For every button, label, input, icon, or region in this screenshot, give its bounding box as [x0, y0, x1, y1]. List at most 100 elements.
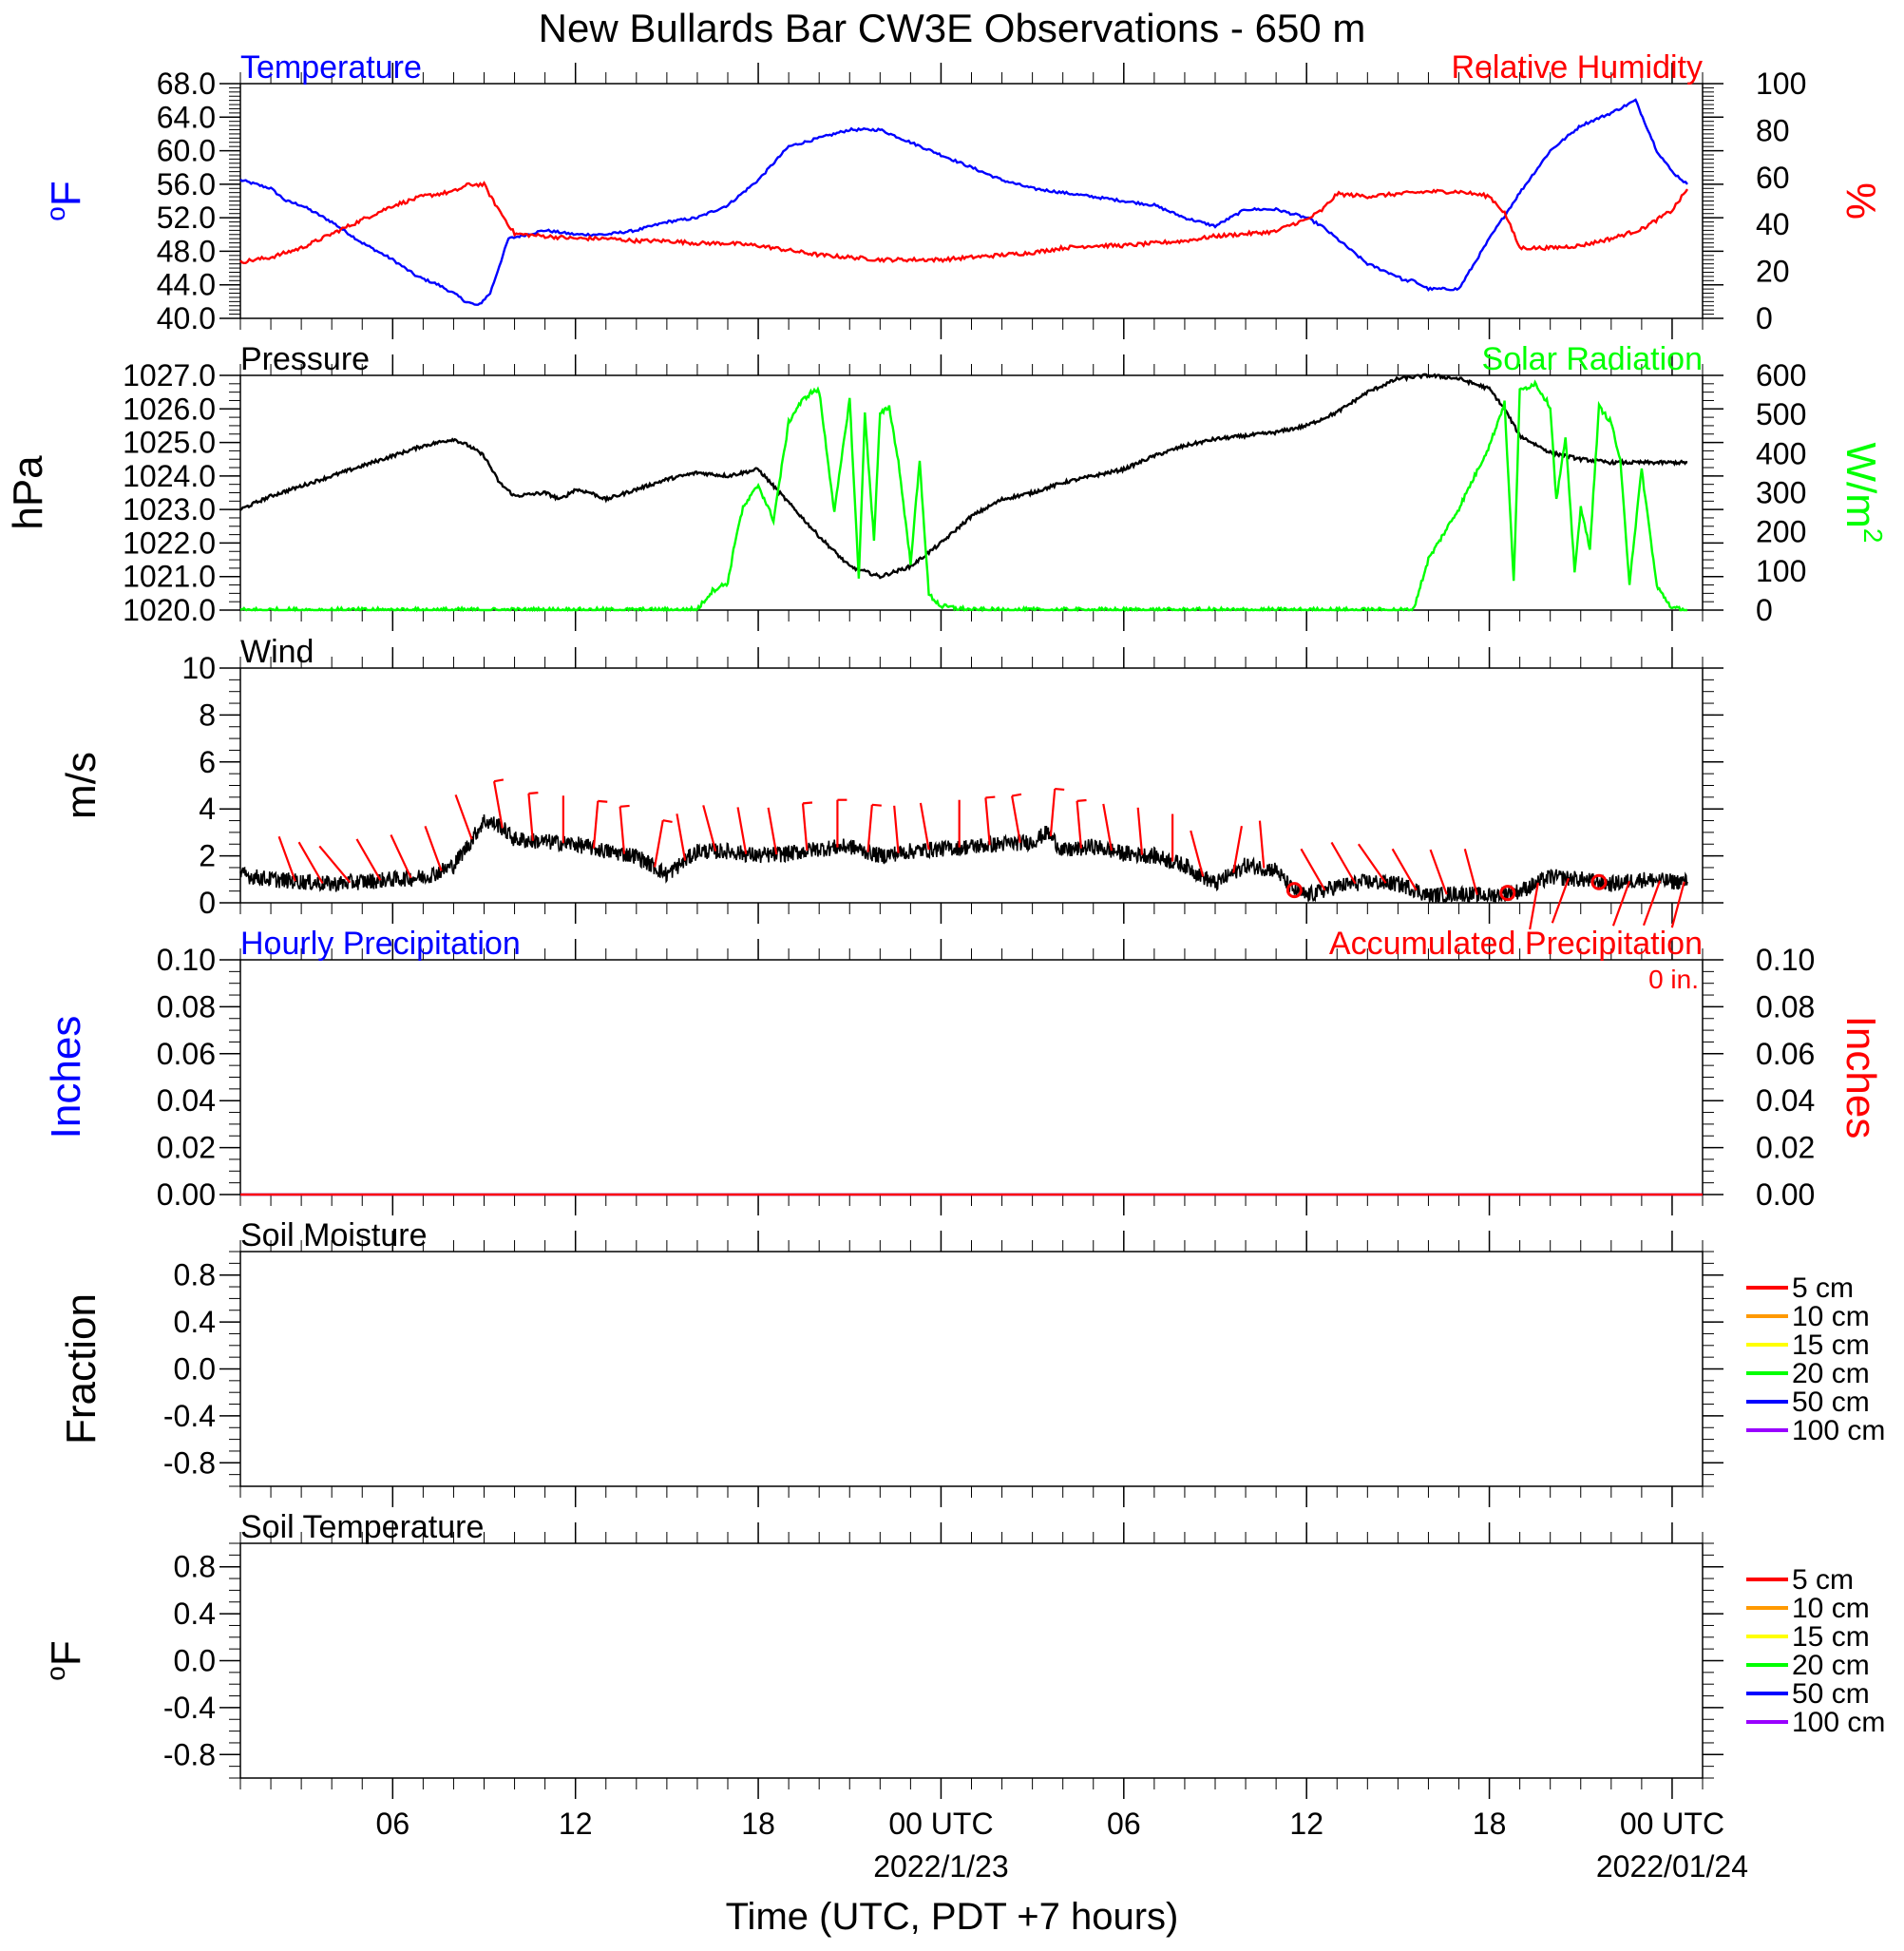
panel-precipitation: 0.00 0.02 0.04 0.06 0.08 0.10 0.00 0.02 0.04 0.06… — [43, 926, 1884, 1215]
wind-barb — [1076, 800, 1083, 849]
legend-label: 10 cm — [1792, 1301, 1870, 1332]
wind-barb — [1642, 880, 1662, 927]
panel-title-right: Solar Radiation — [1482, 341, 1703, 377]
wind-barb — [984, 797, 991, 846]
y-axis-label-right: W/m2 — [1837, 443, 1888, 544]
series-line-solar-radiation — [239, 379, 1687, 613]
y-tick-label-right: 60 — [1756, 161, 1790, 195]
y-axis-label-left: Fraction — [58, 1293, 105, 1444]
wind-barb-flag — [1076, 798, 1087, 802]
y-tick-label-right: 20 — [1756, 255, 1790, 289]
legend-label: 5 cm — [1792, 1564, 1854, 1596]
degree-unit: F — [43, 1640, 89, 1666]
wind-barb — [1232, 825, 1244, 873]
panel-wind: 0 2 4 6 8 10 Wind m/s — [58, 634, 1723, 930]
y-tick-label-left: 40.0 — [157, 301, 216, 335]
y-axis-label-left: m/s — [58, 752, 105, 819]
y-axis-label-left: oF — [41, 1640, 89, 1680]
wind-barb — [736, 807, 748, 854]
wind-barb — [653, 820, 664, 868]
wind-barb-flag — [871, 803, 882, 807]
wind-barb-flag — [802, 801, 813, 805]
y-tick-label-left: 0.8 — [174, 1258, 216, 1292]
y-tick-label-left: 0.4 — [174, 1305, 216, 1339]
x-tick-label: 00 UTC — [888, 1807, 993, 1841]
x-tick-date: 2022/1/23 — [873, 1849, 1008, 1884]
y-tick-label-left: 8 — [199, 698, 216, 732]
wind-barb — [767, 807, 778, 855]
y-tick-label-right: 0.02 — [1756, 1131, 1815, 1165]
superscript: 2 — [1858, 528, 1888, 544]
x-tick-label: 06 — [1107, 1807, 1141, 1841]
wind-barb — [1429, 849, 1448, 895]
wind-barb-flag — [493, 778, 505, 783]
panel-frame — [239, 83, 1704, 319]
wind-barb — [454, 794, 473, 840]
degree-unit: F — [43, 181, 89, 206]
panel-frame — [239, 374, 1704, 611]
panel-frame — [239, 667, 1704, 904]
wind-barb — [355, 838, 382, 881]
x-axis-label: Time (UTC, PDT +7 hours) — [726, 1896, 1179, 1938]
wind-barb — [1357, 843, 1387, 884]
y-axis-label-left: hPa — [5, 455, 51, 530]
y-tick-label-left: 1025.0 — [123, 426, 216, 460]
y-tick-label-left: 1022.0 — [123, 526, 216, 560]
y-tick-label-left: 0.08 — [157, 989, 216, 1023]
panel-temperature-humidity: 40.044.048.052.056.060.064.068.0 0 20 40 60 8… — [41, 49, 1884, 339]
panel-frame — [239, 959, 1704, 1195]
wind-barb-calm — [1285, 882, 1303, 899]
y-tick-label-left: 64.0 — [157, 100, 216, 134]
wind-barb-flag — [662, 819, 673, 824]
y-tick-label-left: 0.8 — [174, 1550, 216, 1584]
y-tick-label-right: 500 — [1756, 397, 1806, 431]
y-tick-label-left: 1020.0 — [123, 593, 216, 627]
y-tick-label-right: 0.00 — [1756, 1177, 1815, 1212]
wind-barb — [702, 805, 717, 851]
series-line-wind — [239, 814, 1688, 904]
wind-barb-calm — [1499, 885, 1516, 902]
y-tick-label-left: 0 — [199, 886, 216, 920]
wind-barb — [1611, 880, 1631, 927]
y-tick-label-left: 44.0 — [157, 268, 216, 302]
x-tick-label: 18 — [1473, 1807, 1507, 1841]
y-tick-label-left: -0.4 — [163, 1399, 216, 1433]
wind-barb — [1463, 849, 1478, 895]
wind-barb-flag — [1011, 793, 1022, 797]
y-tick-label-left: -0.8 — [163, 1445, 216, 1480]
panel-pressure-solar: 1020.01021.01022.01023.01024.01025.01026… — [5, 341, 1888, 631]
y-tick-label-left: 0.0 — [174, 1644, 216, 1678]
panel-title-left: Soil Temperature — [240, 1509, 484, 1545]
wind-barb — [893, 805, 900, 853]
y-tick-label-left: 0.02 — [157, 1131, 216, 1165]
y-tick-label-right: 0.10 — [1756, 943, 1815, 977]
y-tick-label-left: 1024.0 — [123, 459, 216, 493]
degree-symbol: o — [41, 1666, 70, 1681]
y-tick-label-right: 0.08 — [1756, 989, 1815, 1023]
y-tick-label-left: 52.0 — [157, 201, 216, 235]
y-tick-label-left: 6 — [199, 745, 216, 779]
wind-barb — [1136, 807, 1144, 855]
panels: 40.044.048.052.056.060.064.068.002040608… — [5, 49, 1888, 1799]
y-tick-label-right: 400 — [1756, 436, 1806, 470]
wind-barb-flag — [985, 795, 996, 799]
wind-barb-calm — [1590, 873, 1608, 890]
panel-title-right: Relative Humidity — [1451, 49, 1703, 86]
panel-title-left: Temperature — [240, 49, 422, 86]
y-tick-label-left: 48.0 — [157, 234, 216, 268]
x-tick-date: 2022/01/24 — [1596, 1849, 1748, 1884]
x-tick-label: 12 — [1289, 1807, 1323, 1841]
y-tick-label-left: 0.04 — [157, 1083, 216, 1118]
y-tick-label-left: 4 — [199, 792, 216, 826]
wind-barb — [1190, 830, 1205, 877]
y-tick-label-right: 600 — [1756, 358, 1806, 392]
legend-label: 15 cm — [1792, 1621, 1870, 1653]
y-tick-label-left: 60.0 — [157, 134, 216, 168]
wind-barb — [527, 793, 534, 841]
x-tick-label: 18 — [741, 1807, 775, 1841]
y-tick-label-right: 100 — [1756, 554, 1806, 588]
wind-barb — [1551, 877, 1570, 924]
wind-barb — [801, 803, 809, 851]
time-axis: 06 12 18 00 UTC 2022/1/23 06 12 18 00 UTC 2022/01… — [376, 1807, 1749, 1884]
